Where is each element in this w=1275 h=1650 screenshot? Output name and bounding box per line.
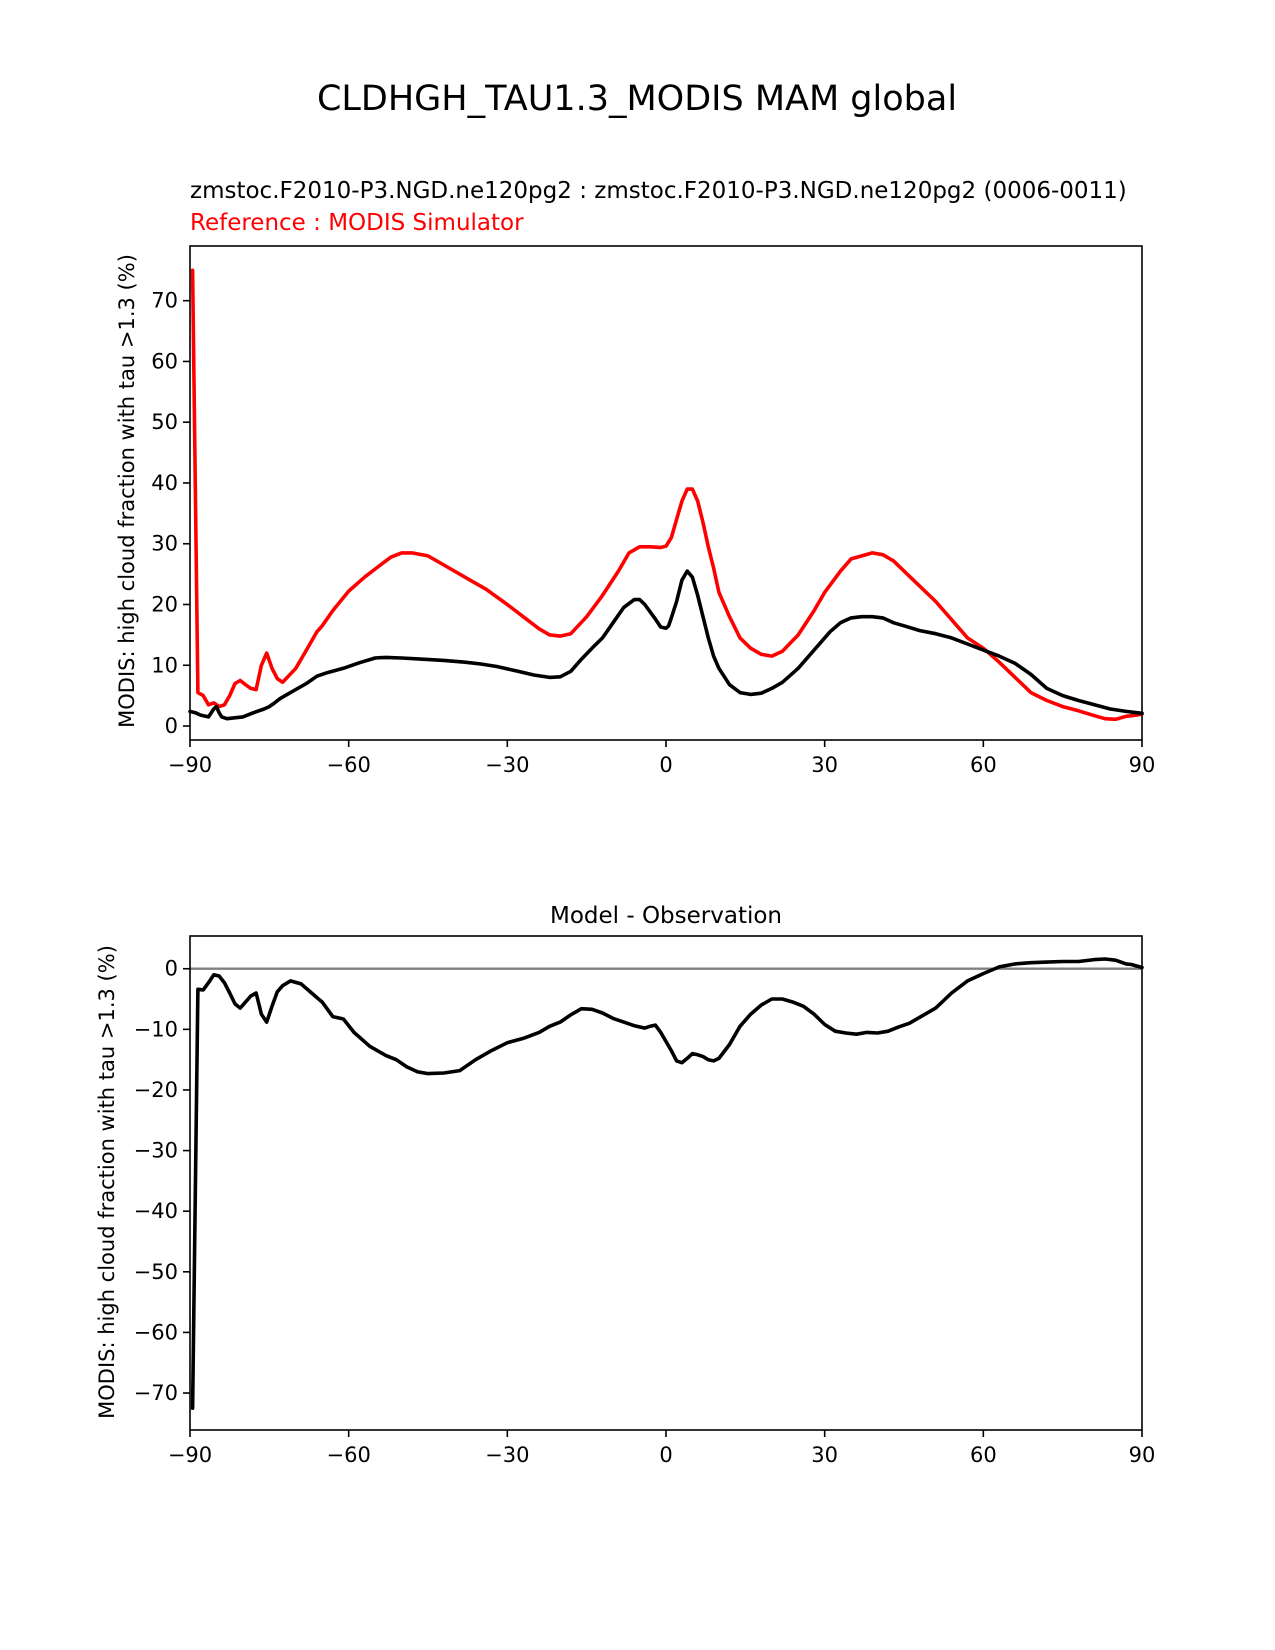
- y-tick-label: 60: [151, 349, 178, 373]
- reference-vs-test-panel: zmstoc.F2010-P3.NGD.ne120pg2 : zmstoc.F2…: [115, 178, 1155, 777]
- x-tick-label: −30: [485, 1443, 529, 1467]
- y-tick-label: 70: [151, 289, 178, 313]
- x-tick-label: 30: [811, 1443, 838, 1467]
- y-tick-label: 50: [151, 410, 178, 434]
- reference-label: Reference : MODIS Simulator: [190, 210, 524, 236]
- figure-title: CLDHGH_TAU1.3_MODIS MAM global: [317, 79, 957, 119]
- x-tick-label: −90: [168, 1443, 212, 1467]
- y-axis-label: MODIS: high cloud fraction with tau >1.3…: [115, 254, 139, 728]
- x-tick-label: 30: [811, 753, 838, 777]
- y-tick-label: −40: [134, 1199, 178, 1223]
- y-tick-label: 40: [151, 471, 178, 495]
- x-tick-label: −60: [327, 753, 371, 777]
- difference-panel: Model - Observation MODIS: high cloud fr…: [95, 903, 1155, 1467]
- y-tick-label: −10: [134, 1017, 178, 1041]
- y-tick-label: −30: [134, 1139, 178, 1163]
- y-tick-label: −50: [134, 1260, 178, 1284]
- y-tick-label: 0: [165, 714, 178, 738]
- y-tick-label: −70: [134, 1381, 178, 1405]
- series-line-reference: [190, 268, 1144, 722]
- y-tick-label: 10: [151, 653, 178, 677]
- x-tick-label: 0: [659, 753, 672, 777]
- y-tick-label: −60: [134, 1320, 178, 1344]
- y-tick-label: 20: [151, 592, 178, 616]
- series-line-model-observation: [190, 957, 1144, 1410]
- x-tick-label: 60: [970, 1443, 997, 1467]
- x-tick-label: 90: [1129, 1443, 1156, 1467]
- plot-frame: [189, 935, 1143, 1431]
- y-axis-label: MODIS: high cloud fraction with tau >1.3…: [95, 945, 119, 1419]
- y-tick-label: 0: [165, 957, 178, 981]
- x-tick-label: −30: [485, 753, 529, 777]
- panel-title: Model - Observation: [550, 903, 782, 929]
- y-tick-label: 30: [151, 532, 178, 556]
- series-line-test: [188, 569, 1144, 721]
- plot-frame: [189, 245, 1143, 741]
- test-label: zmstoc.F2010-P3.NGD.ne120pg2 : zmstoc.F2…: [190, 178, 1127, 204]
- x-tick-label: −90: [168, 753, 212, 777]
- x-tick-label: 0: [659, 1443, 672, 1467]
- x-tick-label: 60: [970, 753, 997, 777]
- x-tick-label: −60: [327, 1443, 371, 1467]
- y-tick-label: −20: [134, 1078, 178, 1102]
- x-tick-label: 90: [1129, 753, 1156, 777]
